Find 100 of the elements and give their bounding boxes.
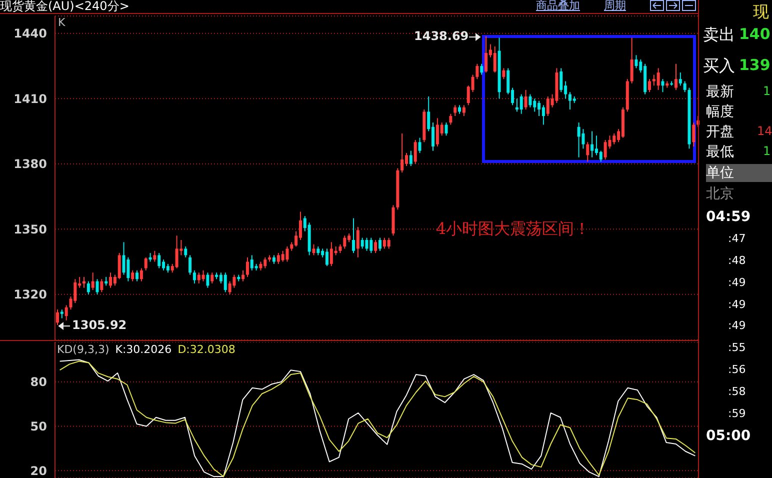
candlestick [144,256,148,271]
candlestick [678,72,682,86]
candlestick [648,78,651,93]
candlestick [246,256,249,278]
candlestick [400,132,404,174]
candlestick [312,244,316,256]
candlestick [661,78,664,93]
candlestick [122,242,126,276]
text: 现 [753,2,769,22]
series-label: K:30.2026 [115,343,172,356]
candlestick [560,68,563,93]
candlestick [409,150,412,167]
text: 139 [739,56,770,76]
candlestick [192,270,196,284]
candlestick [634,54,638,69]
candlestick [175,235,178,269]
annotation: 1305.92 [72,318,127,332]
candlestick [586,142,590,162]
y-tick-label: 1380 [14,157,47,172]
chart-title: KD(9,3,3) [57,343,110,356]
candlestick [674,63,678,90]
candlestick [692,122,696,147]
candlestick [683,80,686,93]
text: 最新 [706,82,734,102]
chart-title: 现货黄金(AU)<240分> [0,0,130,15]
candlestick [206,272,210,288]
candlestick [604,139,607,160]
y-tick-label: 50 [30,420,47,434]
candlestick [462,104,466,117]
candlestick [74,278,77,304]
candlestick [444,122,448,136]
text: :58 [728,384,746,400]
candlestick [365,237,368,252]
text: 周期 [604,0,626,13]
candlestick [224,272,227,293]
candlestick [158,252,161,269]
candlestick [131,270,134,282]
candlestick [286,246,289,262]
y-tick-label: 1350 [14,222,47,236]
text: 单位 [706,164,772,182]
candlestick [542,104,545,126]
candlestick [242,270,245,282]
candlestick [356,226,360,258]
candlestick [360,237,364,250]
y-tick-label: 20 [30,464,47,478]
candlestick [484,36,488,74]
candlestick [476,63,479,80]
candlestick [100,278,104,293]
candlestick [577,122,580,158]
text: 买入 [703,56,735,76]
candlestick [118,252,121,280]
y-tick-label: 1320 [14,288,47,302]
candlestick [582,128,585,150]
candlestick [281,250,284,262]
candlestick [520,94,523,114]
candlestick [378,237,382,252]
text: 1 [763,84,771,100]
y-tick-label: 1410 [14,92,47,106]
text: 北京 [706,184,734,204]
candlestick [140,268,143,282]
text: :55 [728,340,746,356]
text: 1 [763,144,771,160]
candlestick [480,63,484,76]
candlestick [82,276,86,288]
text: 04:59 [706,208,751,226]
candlestick [454,104,457,117]
candlestick [184,246,188,258]
text: 幅度 [706,102,734,122]
candlestick [418,137,422,154]
candlestick [387,237,390,250]
text: :47 [728,232,746,246]
text: 05:00 [706,426,751,446]
annotation: 1438.69 [414,29,469,43]
candlestick [91,272,94,290]
candlestick [374,239,378,254]
candlestick [96,278,99,295]
y-tick-label: 1440 [14,26,47,41]
candlestick [524,89,528,110]
text: :59 [728,406,746,422]
candlestick [599,150,602,162]
candlestick [56,309,59,326]
annotation: K [58,16,66,29]
text: :56 [728,362,746,378]
candlestick [528,94,532,108]
candlestick [64,304,68,321]
candlestick [352,218,355,254]
text: :48 [728,254,746,268]
text: 开盘 [706,122,734,142]
candlestick [86,280,90,295]
candlestick [202,270,205,282]
candlestick [153,250,156,262]
candlestick [210,272,214,284]
candlestick [126,256,130,282]
candlestick [449,113,452,126]
text: 14 [757,124,772,140]
text: 最低 [706,142,734,162]
candlestick [325,248,328,267]
candlestick [136,270,139,282]
candlestick [502,68,506,80]
text: :49 [728,298,746,312]
